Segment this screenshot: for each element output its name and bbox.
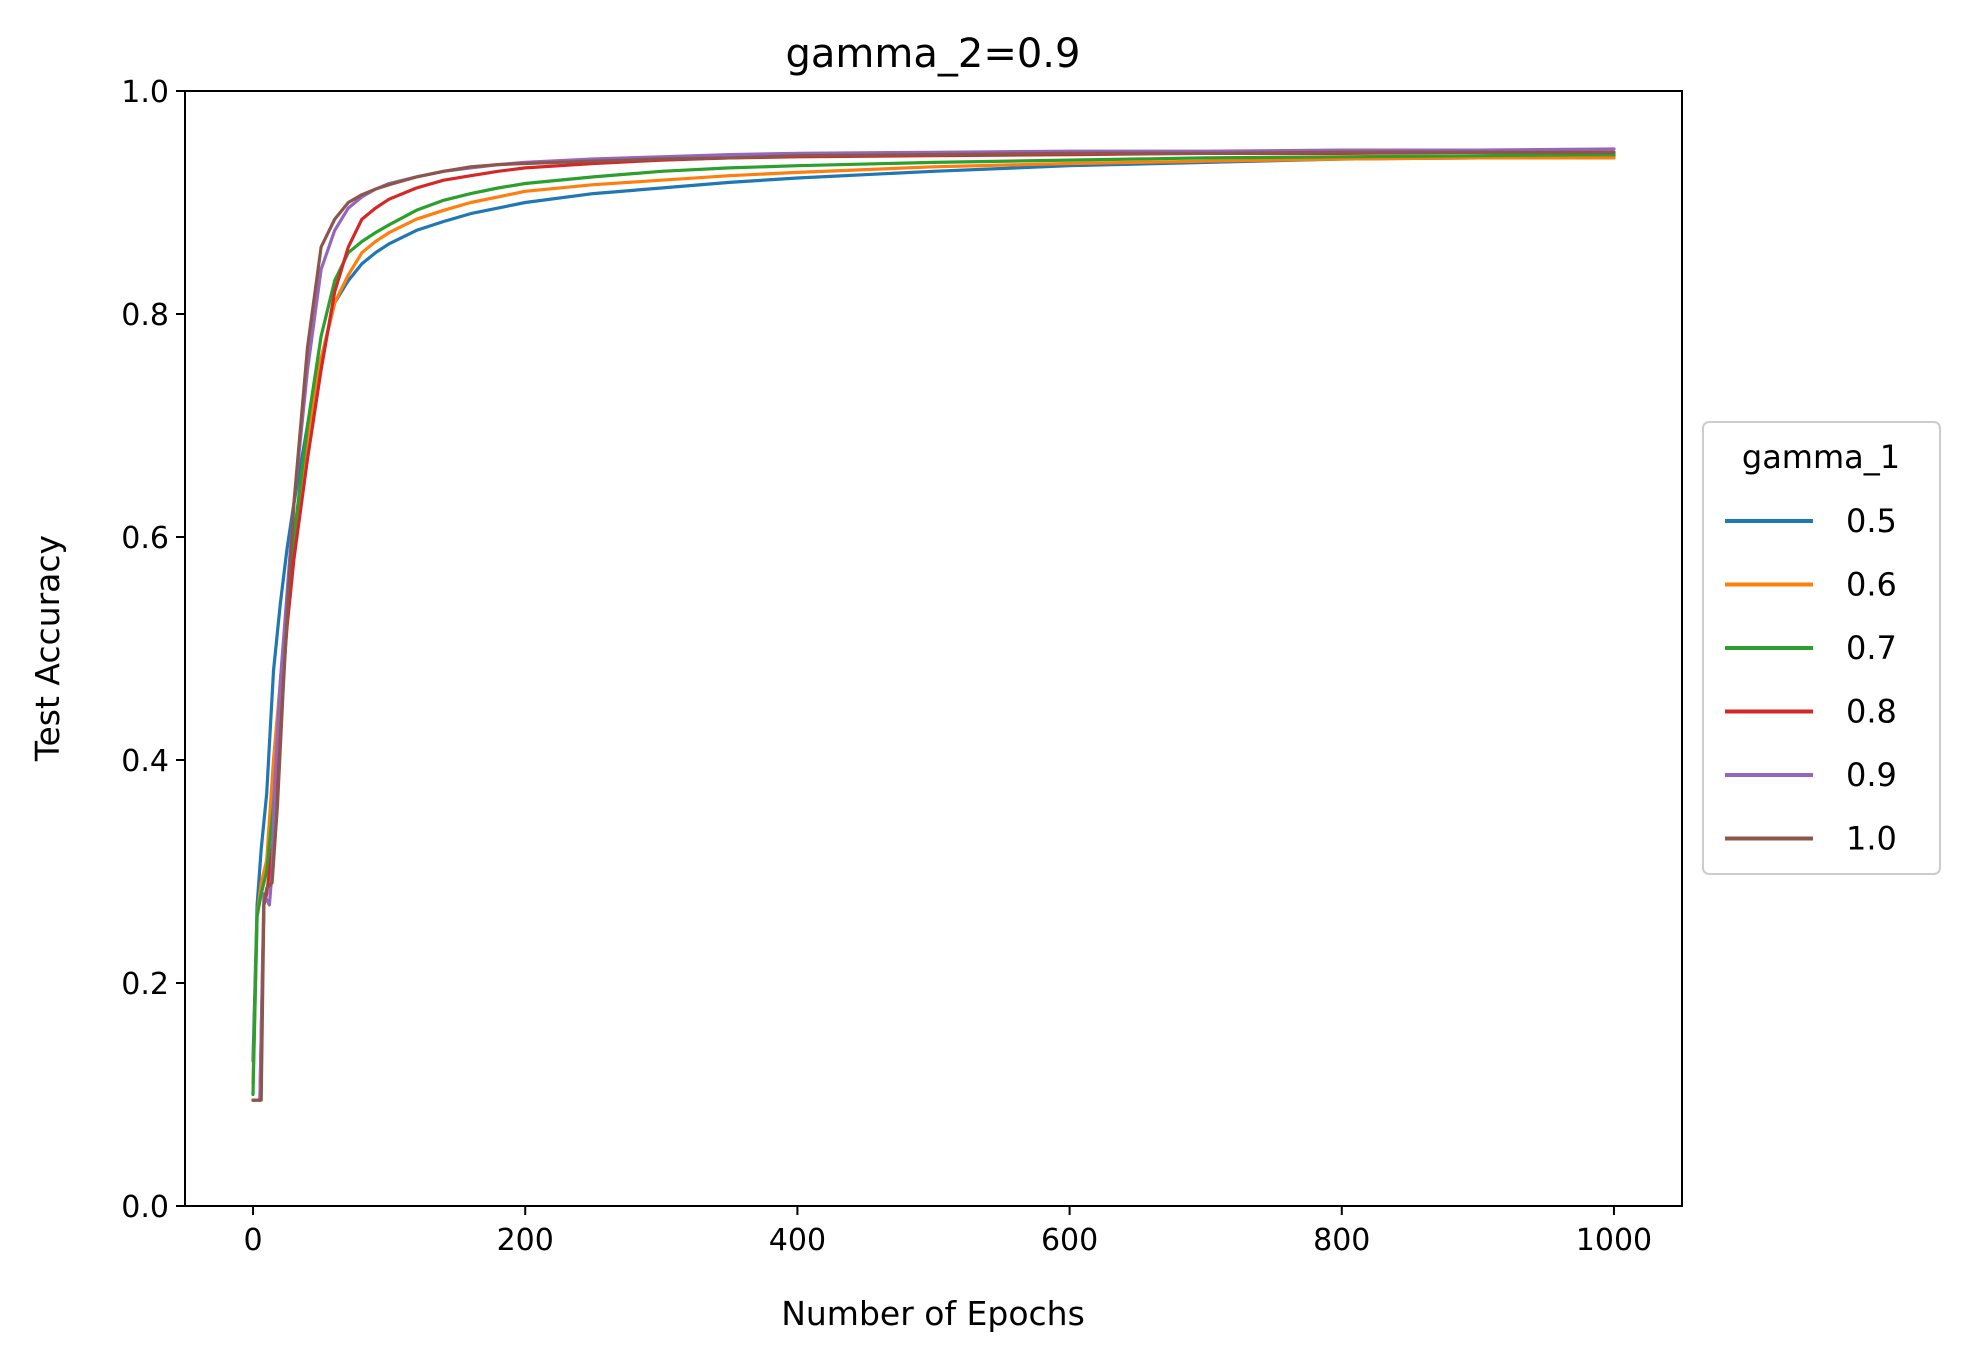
- legend-label: 0.7: [1846, 629, 1897, 667]
- y-tick-label: 0.0: [121, 1190, 169, 1225]
- y-tick-label: 0.4: [121, 744, 169, 779]
- y-axis-title: Test Accuracy: [28, 535, 67, 762]
- y-tick-label: 0.2: [121, 967, 169, 1002]
- legend-label: 0.5: [1846, 502, 1897, 540]
- legend-title: gamma_1: [1742, 438, 1900, 476]
- series-layer: [251, 147, 1616, 1102]
- x-tick-label: 600: [1041, 1223, 1098, 1258]
- x-tick-label: 0: [243, 1223, 262, 1258]
- series-line-0-5: [251, 154, 1616, 1063]
- plot-frame: [184, 90, 1683, 1207]
- x-tick-label: 800: [1313, 1223, 1370, 1258]
- legend-label: 0.6: [1846, 566, 1897, 604]
- x-tick-label: 200: [497, 1223, 554, 1258]
- y-tick-label: 0.6: [121, 521, 169, 556]
- legend: gamma_1 0.5 0.6 0.7 0.8 0.9 1.0: [1702, 421, 1941, 875]
- y-tick-label: 1.0: [121, 75, 169, 110]
- x-tick-label: 400: [769, 1223, 826, 1258]
- chart-title: gamma_2=0.9: [786, 31, 1081, 77]
- legend-items: 0.5 0.6 0.7 0.8 0.9 1.0: [1725, 502, 1897, 858]
- x-tick-label: 1000: [1576, 1223, 1652, 1258]
- x-axis: 0 200 400 600 800 1000: [243, 1206, 1652, 1258]
- legend-box: [1702, 421, 1941, 875]
- series-line-1-0: [251, 150, 1616, 1102]
- y-axis: 0.0 0.2 0.4 0.6 0.8 1.0: [121, 75, 185, 1225]
- legend-label: 0.8: [1846, 693, 1897, 731]
- legend-label: 1.0: [1846, 820, 1897, 858]
- x-axis-title: Number of Epochs: [781, 1294, 1085, 1333]
- legend-label: 0.9: [1846, 756, 1897, 794]
- y-tick-label: 0.8: [121, 298, 169, 333]
